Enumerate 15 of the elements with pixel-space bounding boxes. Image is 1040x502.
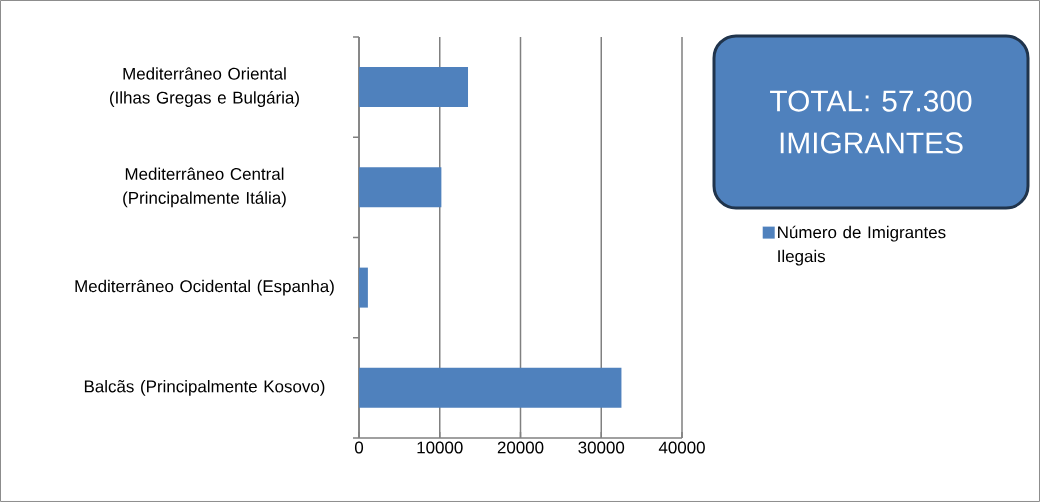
bar bbox=[359, 367, 622, 408]
x-tick-label: 0 bbox=[354, 441, 364, 454]
y-tick-label: Mediterrâneo Oriental (Ilhas Gregas e Bulgária) bbox=[109, 67, 299, 107]
y-tick-label: Balcãs (Principalmente Kosovo) bbox=[84, 379, 325, 396]
legend-label: Número de Imigrantes Ilegais bbox=[778, 225, 946, 266]
bar bbox=[359, 267, 368, 308]
text: TOTAL: 57.300 IMIGRANTES bbox=[770, 90, 972, 154]
x-tick-label: 20000 bbox=[497, 441, 544, 454]
x-tick-label: 10000 bbox=[417, 441, 463, 454]
x-tick-label: 30000 bbox=[578, 441, 625, 454]
x-tick-label: 40000 bbox=[658, 441, 705, 454]
y-tick-label: Mediterrâneo Central (Principalmente Itália) bbox=[123, 167, 286, 208]
y-tick-label: Mediterrâneo Ocidental (Espanha) bbox=[75, 279, 334, 296]
bar bbox=[359, 167, 442, 208]
bar bbox=[359, 67, 469, 108]
